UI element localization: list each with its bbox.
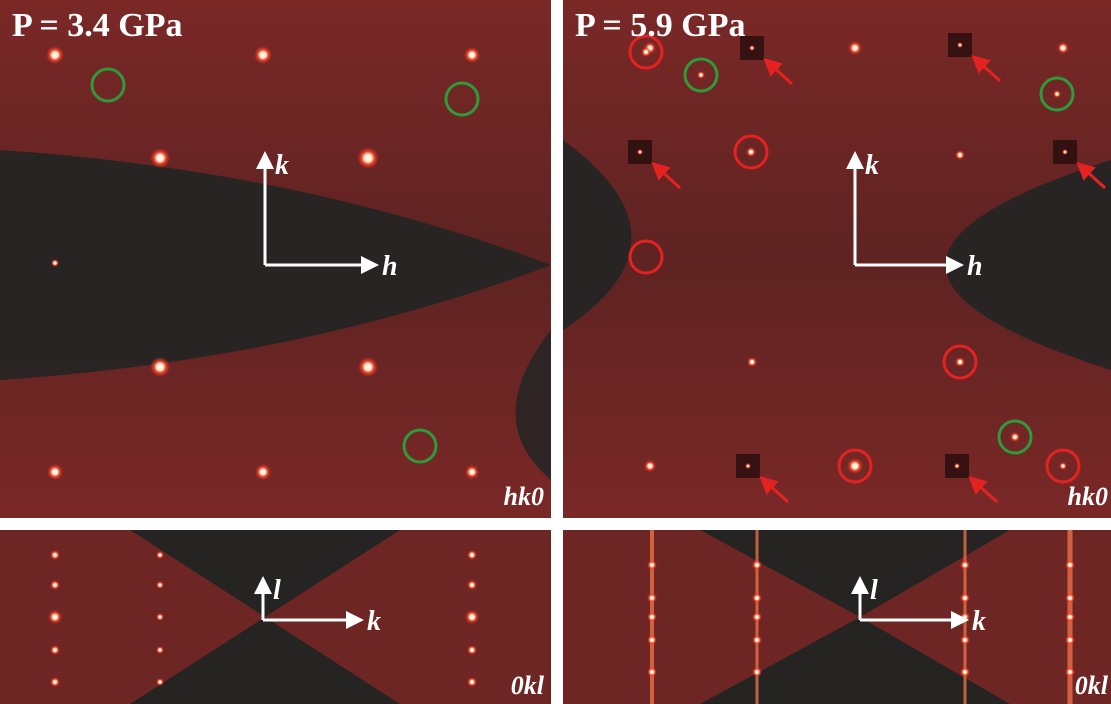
diffraction-spot <box>1065 635 1075 645</box>
plane-label: hk0 <box>504 482 544 511</box>
diffraction-spot <box>156 613 164 621</box>
diffraction-spot <box>255 464 271 480</box>
diffraction-spot <box>1065 612 1075 622</box>
diffraction-spot <box>465 610 479 624</box>
diffraction-spot <box>51 259 59 267</box>
diffraction-spot <box>960 560 970 570</box>
diffraction-spot <box>465 465 479 479</box>
axis-label: k <box>865 150 879 181</box>
diffraction-spot <box>1059 462 1067 470</box>
diffraction-spot <box>848 41 862 55</box>
diffraction-spot <box>1010 432 1020 442</box>
diffraction-spot <box>1062 149 1068 155</box>
plane-label: 0kl <box>511 671 545 700</box>
diffraction-spot <box>644 460 656 472</box>
diffraction-spot <box>46 46 64 64</box>
diffraction-spot <box>467 550 477 560</box>
diffraction-spot <box>1057 42 1069 54</box>
diffraction-spot <box>752 667 762 677</box>
diffraction-spot <box>752 635 762 645</box>
diffraction-spot <box>960 635 970 645</box>
diffraction-spot <box>50 580 60 590</box>
axis-label: l <box>870 575 878 606</box>
diffraction-spot <box>647 560 657 570</box>
diffraction-spot <box>745 463 751 469</box>
pressure-label: P = 5.9 GPa <box>575 7 745 44</box>
figure: k h hk0 P = 3.4 GPa k h hk0 P = 5.9 GPa l k 0kl l k 0… <box>0 0 1111 704</box>
diffraction-spot <box>752 560 762 570</box>
diffraction-spot <box>955 150 965 160</box>
diffraction-spot <box>746 147 756 157</box>
axis-label: h <box>382 251 398 282</box>
diffraction-spot <box>847 458 863 474</box>
diffraction-spot <box>1053 90 1061 98</box>
diffraction-spot <box>47 464 63 480</box>
axis-label: k <box>367 606 381 637</box>
axis-label: k <box>972 606 986 637</box>
diffraction-spot <box>697 71 705 79</box>
diffraction-spot <box>641 47 651 57</box>
diffraction-spot <box>50 550 60 560</box>
diffraction-spot <box>150 148 170 168</box>
diffraction-spot <box>150 357 170 377</box>
diffraction-spot <box>50 677 60 687</box>
diffraction-spot <box>1065 560 1075 570</box>
diffraction-spot <box>749 45 755 51</box>
diffraction-spot <box>48 610 62 624</box>
diffraction-spot <box>957 42 963 48</box>
diffraction-spot <box>156 678 164 686</box>
diffraction-spot <box>647 635 657 645</box>
diffraction-spot <box>254 46 272 64</box>
diffraction-spot <box>156 646 164 654</box>
diffraction-spot <box>647 667 657 677</box>
diffraction-spot <box>358 357 378 377</box>
diffraction-spot <box>647 593 657 603</box>
diffraction-spot <box>357 147 379 169</box>
panel-bg <box>563 530 1111 704</box>
diffraction-spot <box>467 645 477 655</box>
axis-label: h <box>967 251 983 282</box>
diffraction-spot <box>955 357 965 367</box>
diffraction-spot <box>467 580 477 590</box>
axis-label: k <box>275 150 289 181</box>
pressure-label: P = 3.4 GPa <box>12 7 182 44</box>
diffraction-spot <box>464 47 480 63</box>
diffraction-spot <box>752 593 762 603</box>
diffraction-spot <box>747 357 757 367</box>
diffraction-spot <box>752 612 762 622</box>
panel-bg <box>563 0 1111 518</box>
diffraction-spot <box>960 593 970 603</box>
diffraction-spot <box>960 667 970 677</box>
panel-bg <box>0 0 551 518</box>
plane-label: hk0 <box>1068 482 1108 511</box>
diffraction-spot <box>467 677 477 687</box>
diffraction-spot <box>1065 667 1075 677</box>
diffraction-spot <box>954 463 960 469</box>
diffraction-spot <box>637 149 643 155</box>
diffraction-spot <box>50 645 60 655</box>
diffraction-spot <box>647 612 657 622</box>
diffraction-spot <box>1065 593 1075 603</box>
diffraction-spot <box>156 581 164 589</box>
diffraction-spot <box>960 612 970 622</box>
diffraction-spot <box>156 551 164 559</box>
plane-label: 0kl <box>1075 671 1109 700</box>
axis-label: l <box>273 575 281 606</box>
